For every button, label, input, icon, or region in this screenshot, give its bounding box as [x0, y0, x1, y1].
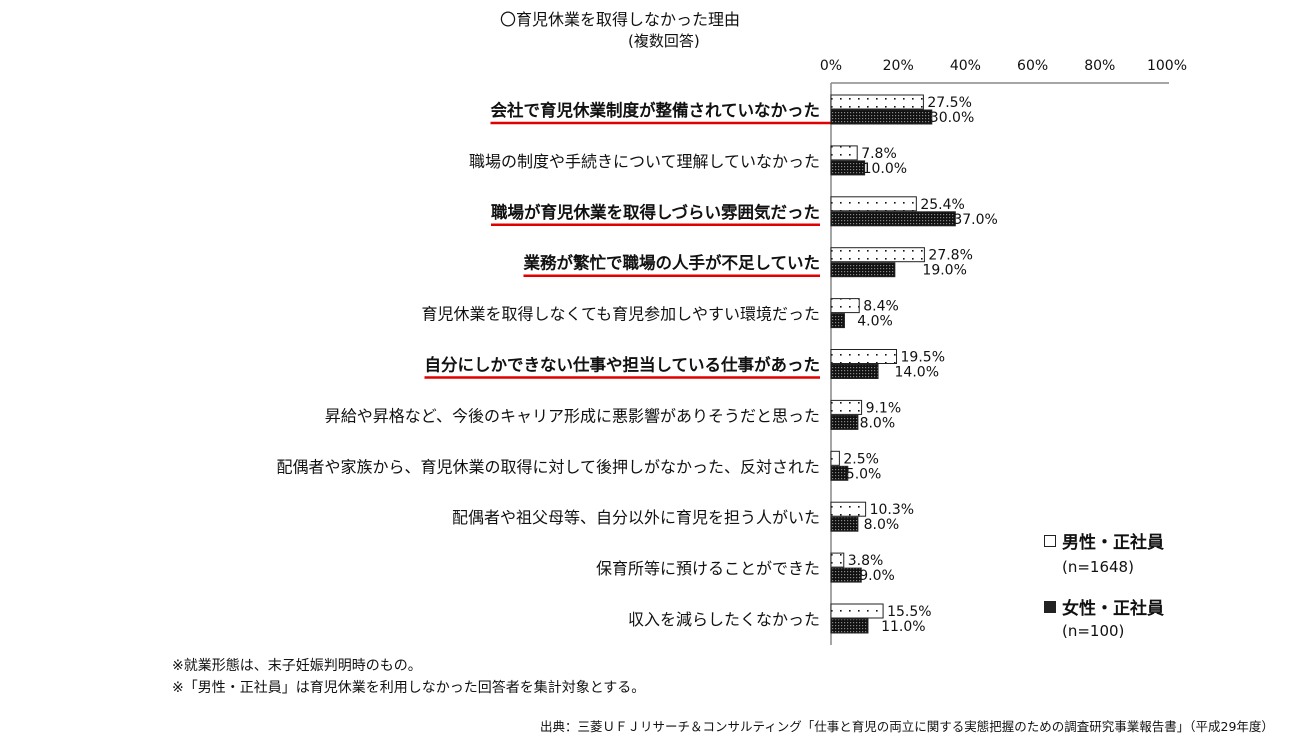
data-label: 19.5% — [901, 350, 945, 366]
male-bar — [830, 196, 917, 212]
legend-swatch-grid — [1044, 601, 1056, 613]
female-bar — [830, 211, 956, 227]
male-bar — [830, 349, 898, 364]
category-label: 会社で育児休業制度が整備されていなかった — [490, 100, 820, 120]
female-bar — [830, 313, 845, 329]
category-label: 収入を減らしたくなかった — [628, 610, 820, 629]
chart-title: 〇育児休業を取得しなかった理由 — [500, 10, 741, 29]
category-label: 昇給や昇格など、今後のキャリア形成に悪影響がありそうだと思った — [325, 406, 820, 425]
data-label: 4.0% — [857, 314, 893, 330]
female-bar — [830, 160, 866, 176]
male-bar — [830, 298, 860, 314]
data-label: 14.0% — [895, 365, 939, 381]
data-label: 2.5% — [843, 451, 879, 467]
category-label: 配偶者や家族から、育児休業の取得に対して後押しがなかった、反対された — [276, 457, 820, 476]
chart-subtitle: (複数回答) — [628, 32, 700, 50]
data-label: 37.0% — [953, 212, 997, 228]
legend-swatch-dots — [1044, 535, 1056, 547]
female-bar — [830, 414, 859, 430]
male-bar — [830, 247, 925, 263]
data-label: 8.4% — [863, 299, 899, 315]
source-citation: 出典：三菱ＵＦＪリサーチ＆コンサルティング「仕事と育児の両立に関する実態把握のた… — [540, 719, 1274, 734]
category-label: 職場が育児休業を取得しづらい雰囲気だった — [491, 202, 820, 222]
data-label: 30.0% — [930, 110, 974, 126]
male-bar — [830, 552, 845, 568]
female-bar — [830, 109, 933, 125]
female-bar — [830, 364, 879, 379]
legend-n-male: (n=1648) — [1062, 558, 1134, 576]
data-label: 9.1% — [866, 400, 902, 416]
data-label: 19.0% — [922, 263, 966, 279]
category-label: 配偶者や祖父母等、自分以外に育児を担う人がいた — [452, 508, 820, 527]
x-tick-label: 20% — [883, 58, 914, 74]
male-bar — [830, 603, 884, 619]
x-tick-label: 60% — [1017, 58, 1048, 74]
data-label: 27.5% — [927, 95, 971, 111]
x-tick-label: 100% — [1147, 58, 1187, 74]
male-bar — [830, 450, 840, 466]
legend-item-male: 男性・正社員 — [1044, 528, 1164, 553]
x-tick-label: 80% — [1084, 58, 1115, 74]
data-label: 10.3% — [870, 502, 914, 518]
category-label: 保育所等に預けることができた — [596, 559, 820, 578]
category-label: 職場の制度や手続きについて理解していなかった — [469, 152, 820, 171]
x-tick-label: 0% — [820, 58, 842, 74]
category-label: 育児休業を取得しなくても育児参加しやすい環境だった — [421, 305, 820, 324]
data-label: 3.8% — [848, 553, 884, 569]
note-1: ※就業形態は、末子妊娠判明時のもの。 — [172, 658, 422, 674]
data-label: 5.0% — [846, 466, 882, 482]
data-label: 11.0% — [881, 619, 925, 635]
male-bar — [830, 501, 867, 517]
female-bar — [830, 516, 859, 532]
male-bar — [830, 94, 924, 110]
male-bar — [830, 145, 858, 161]
legend-label: 男性・正社員 — [1062, 533, 1164, 553]
data-label: 7.8% — [861, 146, 897, 162]
data-label: 25.4% — [920, 197, 964, 213]
female-bar — [830, 567, 862, 583]
female-bar — [830, 618, 869, 634]
category-label: 業務が繁忙で職場の人手が不足していた — [523, 253, 820, 273]
male-bar — [830, 399, 863, 415]
data-label: 9.0% — [859, 568, 895, 584]
data-label: 27.8% — [928, 248, 972, 264]
legend-item-female: 女性・正社員 — [1044, 594, 1164, 619]
female-bar — [830, 465, 849, 481]
legend-label: 女性・正社員 — [1062, 599, 1164, 619]
data-label: 8.0% — [864, 517, 900, 533]
data-label: 8.0% — [860, 415, 896, 431]
note-2: ※「男性・正社員」は育児休業を利用しなかった回答者を集計対象とする。 — [172, 680, 646, 696]
legend-n-female: (n=100) — [1062, 622, 1125, 640]
female-bar — [830, 262, 896, 278]
x-tick-label: 40% — [950, 58, 981, 74]
data-label: 15.5% — [887, 604, 931, 620]
category-label: 自分にしかできない仕事や担当している仕事があった — [424, 355, 820, 375]
data-label: 10.0% — [863, 161, 907, 177]
